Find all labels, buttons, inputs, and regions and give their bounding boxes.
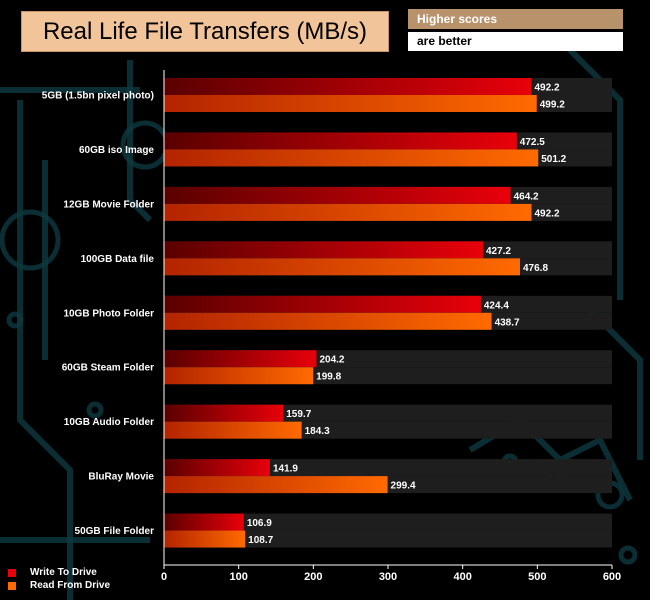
x-tick-label: 600 — [603, 571, 621, 583]
x-tick-label: 500 — [528, 571, 546, 583]
category-label: 10GB Audio Folder — [64, 417, 154, 428]
x-tick-label: 0 — [161, 571, 167, 583]
x-axis: 0 100 200 300 400 500 600 — [161, 70, 621, 583]
data-label: 106.9 — [247, 518, 272, 529]
data-label: 476.8 — [523, 263, 548, 274]
legend-item-write: Write To Drive — [8, 566, 110, 579]
category-label: 5GB (1.5bn pixel photo) — [42, 91, 154, 102]
circuit-node — [86, 401, 104, 419]
data-label: 159.7 — [286, 409, 311, 420]
data-label: 501.2 — [541, 154, 566, 165]
x-tick-label: 100 — [229, 571, 247, 583]
circuit-trace — [557, 37, 623, 300]
note-are-better: are better — [408, 32, 623, 51]
data-label: 492.2 — [535, 208, 560, 219]
data-label: 427.2 — [486, 246, 511, 257]
data-label: 499.2 — [540, 100, 565, 111]
data-label: 141.9 — [273, 464, 298, 475]
data-label: 464.2 — [514, 191, 539, 202]
data-label: 108.7 — [248, 535, 273, 546]
x-tick-label: 300 — [379, 571, 397, 583]
bar-read — [164, 312, 492, 330]
x-tick-label: 400 — [453, 571, 471, 583]
bar-track — [164, 459, 612, 477]
data-label: 438.7 — [495, 317, 520, 328]
bar-write — [164, 459, 270, 477]
bar-read — [164, 367, 314, 385]
data-label: 472.5 — [520, 137, 545, 148]
data-label: 492.2 — [535, 83, 560, 94]
category-label: 60GB iso Image — [79, 145, 154, 156]
chart-title-box: Real Life File Transfers (MB/s) — [21, 11, 389, 52]
bar-track — [164, 513, 612, 531]
legend-swatch-write — [8, 568, 16, 577]
legend-label-read: Read From Drive — [30, 580, 111, 591]
bar-read — [164, 530, 246, 548]
legend: Write To Drive Read From Drive — [8, 566, 110, 592]
data-label: 204.2 — [319, 355, 344, 366]
x-tick-label: 200 — [304, 571, 322, 583]
legend-label-write: Write To Drive — [30, 567, 97, 578]
bar-write — [164, 241, 483, 259]
bar-read — [164, 95, 537, 112]
bar-track — [164, 530, 612, 548]
bar-write — [164, 350, 317, 368]
legend-swatch-read — [8, 581, 16, 590]
circuit-trace — [17, 100, 73, 600]
category-label: 100GB Data file — [81, 254, 155, 265]
bar-read — [164, 203, 532, 221]
bar-write — [164, 295, 481, 313]
bar-read — [164, 476, 388, 494]
data-label: 424.4 — [484, 300, 509, 311]
bar-write — [164, 132, 517, 150]
category-label: 10GB Photo Folder — [63, 308, 154, 319]
bar-write — [164, 513, 244, 531]
legend-item-read: Read From Drive — [8, 579, 110, 592]
category-label: BluRay Movie — [88, 472, 154, 483]
data-label: 199.8 — [316, 372, 341, 383]
bar-read — [164, 421, 302, 439]
circuit-node — [0, 209, 61, 271]
chart-title: Real Life File Transfers (MB/s) — [42, 17, 368, 45]
category-label: 60GB Steam Folder — [62, 363, 154, 374]
bar-groups: 492.2 499.2 5GB (1.5bn pixel photo) 472.5 50… — [42, 78, 612, 548]
bar-read — [164, 258, 521, 276]
bar-write — [164, 78, 532, 95]
data-label: 184.3 — [305, 426, 330, 437]
circuit-node — [6, 311, 24, 329]
category-label: 12GB Movie Folder — [63, 199, 154, 210]
bar-write — [164, 404, 284, 422]
circuit-trace — [127, 60, 153, 223]
bar-read — [164, 149, 539, 167]
category-label: 50GB File Folder — [75, 526, 155, 537]
bar-write — [164, 186, 511, 204]
data-label: 299.4 — [391, 481, 416, 492]
circuit-node — [618, 545, 638, 565]
note-higher-scores: Higher scores — [408, 9, 623, 29]
